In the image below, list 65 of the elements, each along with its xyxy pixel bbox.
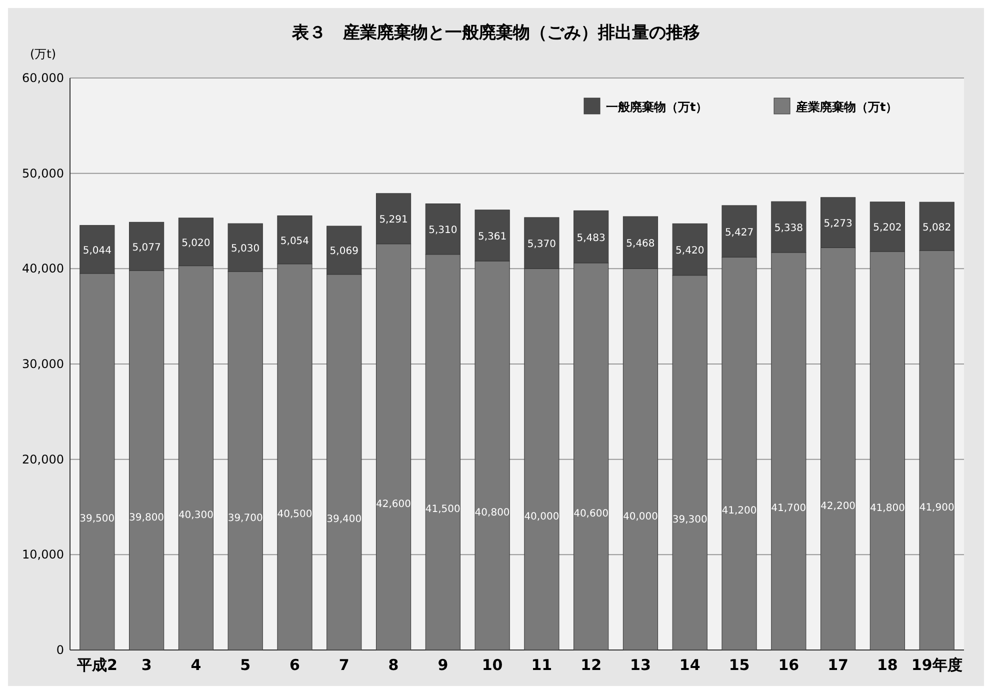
y-tick-label: 0 — [56, 643, 64, 657]
data-label: 5,291 — [379, 214, 408, 226]
x-tick-label: 7 — [338, 656, 350, 674]
x-tick-label: 17 — [828, 656, 848, 674]
data-label: 5,427 — [724, 227, 754, 238]
data-label: 5,483 — [576, 232, 606, 244]
data-label: 42,200 — [820, 500, 856, 512]
y-tick-label: 10,000 — [22, 548, 64, 562]
data-label: 40,600 — [574, 508, 609, 520]
x-tick-label: 3 — [141, 656, 152, 674]
y-tick-label: 30,000 — [22, 357, 64, 371]
data-label: 5,054 — [280, 236, 310, 247]
x-tick-label: 平成2 — [76, 656, 118, 674]
x-tick-label: 13 — [630, 656, 651, 674]
data-label: 39,800 — [129, 512, 164, 524]
data-label: 5,310 — [428, 225, 458, 236]
data-label: 41,700 — [771, 503, 806, 514]
data-label: 5,361 — [478, 231, 507, 242]
data-label: 39,700 — [228, 512, 263, 524]
x-tick-label: 14 — [679, 656, 700, 674]
data-label: 5,468 — [626, 238, 655, 250]
legend-label: 一般廃棄物（万t） — [606, 100, 708, 114]
data-label: 40,300 — [178, 510, 214, 521]
chart-title: 表３ 産業廃棄物と一般廃棄物（ごみ）排出量の推移 — [291, 23, 700, 43]
x-tick-label: 12 — [580, 656, 602, 674]
x-tick-label: 6 — [290, 656, 300, 674]
data-label: 5,338 — [774, 223, 803, 234]
x-tick-label: 19年度 — [911, 656, 962, 674]
x-tick-label: 4 — [190, 656, 202, 674]
x-tick-label: 15 — [728, 656, 750, 674]
data-label: 39,400 — [326, 514, 362, 526]
data-label: 5,202 — [873, 222, 902, 234]
data-label: 40,800 — [474, 508, 510, 519]
y-axis-title: (万t) — [30, 47, 56, 61]
data-label: 40,500 — [277, 508, 312, 520]
data-label: 41,900 — [919, 502, 954, 514]
data-label: 5,273 — [824, 218, 852, 230]
y-tick-label: 60,000 — [22, 71, 64, 85]
y-tick-label: 40,000 — [22, 262, 64, 276]
data-label: 41,200 — [722, 506, 757, 517]
data-label: 42,600 — [376, 498, 412, 510]
x-tick-label: 8 — [388, 656, 399, 674]
x-tick-label: 18 — [877, 656, 898, 674]
data-label: 5,370 — [527, 239, 556, 250]
data-label: 40,000 — [622, 511, 658, 522]
x-tick-label: 9 — [438, 656, 448, 674]
legend-label: 産業廃棄物（万t） — [795, 100, 898, 114]
x-tick-label: 16 — [778, 656, 800, 674]
data-label: 5,030 — [231, 244, 260, 255]
data-label: 5,069 — [330, 246, 358, 258]
y-tick-label: 20,000 — [22, 452, 64, 466]
data-label: 5,077 — [132, 242, 161, 254]
data-label: 40,000 — [524, 511, 560, 522]
x-tick-label: 5 — [240, 656, 251, 674]
data-label: 5,082 — [922, 222, 952, 234]
data-label: 39,300 — [672, 514, 708, 526]
x-tick-label: 10 — [482, 656, 503, 674]
y-tick-label: 50,000 — [22, 166, 64, 180]
data-label: 5,020 — [182, 238, 210, 249]
data-label: 39,500 — [80, 514, 115, 525]
data-label: 5,420 — [676, 246, 704, 257]
data-label: 41,800 — [870, 502, 905, 514]
data-label: 5,044 — [82, 245, 112, 256]
data-label: 41,500 — [425, 504, 460, 516]
x-tick-label: 11 — [531, 656, 552, 674]
